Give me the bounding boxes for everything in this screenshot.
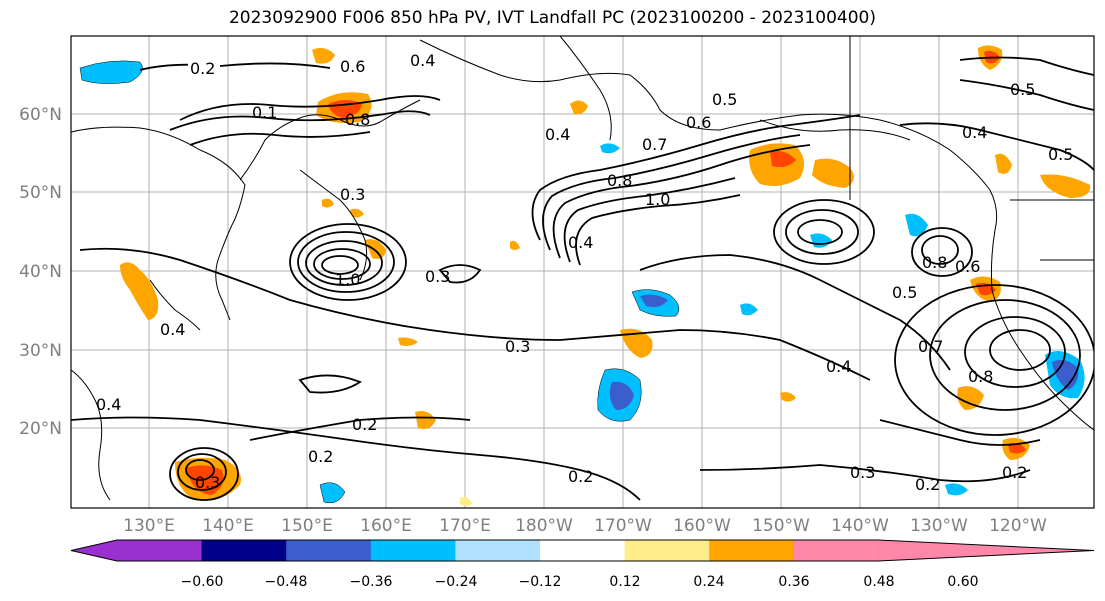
colorbar-tick-label: 0.36 bbox=[778, 574, 809, 590]
contour-label: 0.3 bbox=[505, 337, 530, 356]
contour-labels: 0.2 0.6 0.4 0.1 0.8 0.4 0.7 0.5 0.6 0.8 … bbox=[96, 51, 1073, 494]
colorbar-tick-label: −0.48 bbox=[265, 574, 308, 590]
contour-label: 0.8 bbox=[345, 110, 370, 129]
lon-label: 140°W bbox=[831, 516, 889, 536]
lon-label: 150°W bbox=[752, 516, 810, 536]
colorbar-tick-labels: −0.60 −0.48 −0.36 −0.24 −0.12 0.12 0.24 … bbox=[181, 574, 979, 590]
contour-label: 1.0 bbox=[335, 270, 360, 289]
graticule bbox=[71, 36, 1094, 508]
contour-label: 0.8 bbox=[922, 253, 947, 272]
contour-label: 0.5 bbox=[712, 90, 737, 109]
lon-label: 180°W bbox=[515, 516, 573, 536]
latitude-labels: 60°N 50°N 40°N 30°N 20°N bbox=[19, 105, 62, 439]
contour-label: 1.0 bbox=[645, 190, 670, 209]
contour-label: 0.8 bbox=[968, 367, 993, 386]
map-frame bbox=[70, 35, 1095, 509]
colorbar-segment bbox=[793, 540, 879, 561]
colorbar bbox=[70, 539, 1095, 562]
colorbar-segment bbox=[286, 540, 372, 561]
lon-label: 160°E bbox=[360, 516, 412, 536]
map-background bbox=[71, 36, 1094, 508]
colorbar-tick-label: −0.12 bbox=[519, 574, 562, 590]
lat-label: 60°N bbox=[19, 105, 62, 125]
pv-contours bbox=[71, 56, 1094, 501]
lon-label: 120°W bbox=[989, 516, 1047, 536]
colorbar-segment bbox=[201, 540, 287, 561]
contour-label: 0.3 bbox=[425, 267, 450, 286]
contour-label: 0.6 bbox=[686, 113, 711, 132]
colorbar-segment bbox=[370, 540, 456, 561]
colorbar-segment bbox=[117, 540, 203, 561]
contour-label: 0.4 bbox=[96, 395, 121, 414]
colorbar-tick-label: 0.48 bbox=[863, 574, 894, 590]
lat-label: 20°N bbox=[19, 419, 62, 439]
contour-label: 0.8 bbox=[607, 171, 632, 190]
lat-label: 50°N bbox=[19, 183, 62, 203]
contour-label: 0.3 bbox=[340, 185, 365, 204]
contour-label: 0.2 bbox=[352, 415, 377, 434]
coastlines bbox=[71, 36, 1094, 501]
contour-label: 0.2 bbox=[190, 59, 215, 78]
colorbar-tick-label: 0.12 bbox=[609, 574, 640, 590]
colorbar-segment bbox=[540, 540, 626, 561]
contour-label: 0.2 bbox=[308, 447, 333, 466]
colorbar-tick-label: 0.60 bbox=[947, 574, 978, 590]
contour-label: 0.4 bbox=[568, 233, 593, 252]
lon-label: 130°W bbox=[910, 516, 968, 536]
lon-label: 150°E bbox=[281, 516, 333, 536]
colorbar-tick-label: −0.60 bbox=[181, 574, 224, 590]
colorbar-segment bbox=[709, 540, 795, 561]
colorbar-extend-low bbox=[71, 540, 117, 561]
contour-label: 0.4 bbox=[962, 123, 987, 142]
contour-label: 0.7 bbox=[918, 337, 943, 356]
lon-label: 130°E bbox=[123, 516, 175, 536]
lon-label: 160°W bbox=[673, 516, 731, 536]
contour-label: 0.2 bbox=[1002, 463, 1027, 482]
map-title: 2023092900 F006 850 hPa PV, IVT Landfall… bbox=[228, 8, 876, 28]
contour-label: 0.5 bbox=[892, 283, 917, 302]
lat-label: 40°N bbox=[19, 262, 62, 282]
colorbar-segment bbox=[455, 540, 541, 561]
lon-label: 170°W bbox=[594, 516, 652, 536]
contour-label: 0.6 bbox=[955, 257, 980, 276]
lat-label: 30°N bbox=[19, 341, 62, 361]
colorbar-tick-label: −0.36 bbox=[350, 574, 393, 590]
contour-label: 0.2 bbox=[915, 475, 940, 494]
colorbar-outline bbox=[70, 539, 1095, 562]
contour-label: 0.2 bbox=[568, 467, 593, 486]
colorbar-tick-label: 0.24 bbox=[693, 574, 724, 590]
contour-label: 0.5 bbox=[1048, 145, 1073, 164]
lon-label: 140°E bbox=[202, 516, 254, 536]
contour-label: 0.1 bbox=[252, 103, 277, 122]
longitude-labels: 130°E 140°E 150°E 160°E 170°E 180°W 170°… bbox=[123, 516, 1047, 536]
contour-label: 0.4 bbox=[160, 320, 185, 339]
contour-label: 0.3 bbox=[195, 473, 220, 492]
colorbar-segment bbox=[624, 540, 710, 561]
colorbar-extend-high bbox=[878, 540, 1094, 561]
contour-label: 0.3 bbox=[850, 463, 875, 482]
contour-label: 0.4 bbox=[410, 51, 435, 70]
contour-label: 0.5 bbox=[1010, 80, 1035, 99]
colorbar-tick-label: −0.24 bbox=[435, 574, 478, 590]
pv-shading bbox=[79, 45, 1091, 506]
contour-label: 0.7 bbox=[642, 135, 667, 154]
lon-label: 170°E bbox=[439, 516, 491, 536]
contour-label: 0.4 bbox=[826, 357, 851, 376]
contour-label: 0.4 bbox=[545, 125, 570, 144]
contour-label: 0.6 bbox=[340, 57, 365, 76]
